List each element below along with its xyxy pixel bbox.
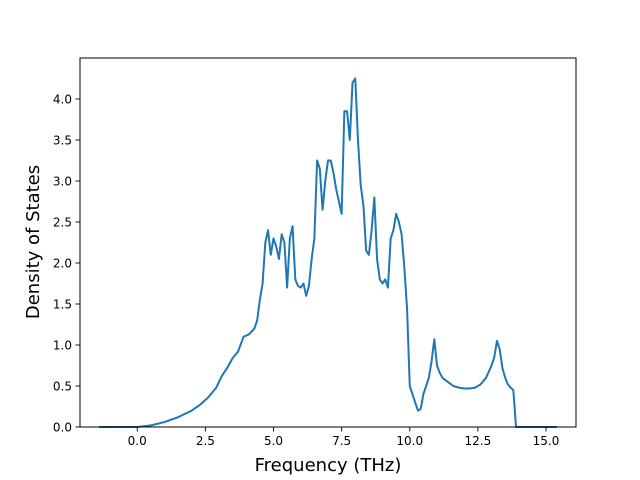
x-tick-label: 10.0 — [396, 434, 423, 448]
x-tick-label: 2.5 — [196, 434, 215, 448]
plot-area — [99, 77, 557, 428]
x-axis: 0.0 2.5 5.0 7.5 10.0 12.5 15.0 — [128, 427, 560, 448]
dos-series-line-0 — [99, 77, 557, 428]
y-tick-label: 3.5 — [53, 134, 72, 148]
y-tick-label: 0.0 — [53, 421, 72, 435]
x-tick-label: 7.5 — [332, 434, 351, 448]
x-tick-label: 15.0 — [533, 434, 560, 448]
y-tick-label: 4.0 — [53, 93, 72, 107]
y-tick-label: 2.5 — [53, 216, 72, 230]
y-axis-label: Density of States — [23, 165, 44, 319]
x-tick-label: 12.5 — [465, 434, 492, 448]
y-tick-label: 1.5 — [53, 298, 72, 312]
y-tick-label: 0.5 — [53, 380, 72, 394]
x-tick-label: 5.0 — [264, 434, 283, 448]
y-tick-label: 3.0 — [53, 175, 72, 189]
y-tick-label: 1.0 — [53, 339, 72, 353]
y-tick-label: 2.0 — [53, 257, 72, 271]
axes-frame — [79, 57, 577, 428]
x-axis-label: Frequency (THz) — [255, 455, 402, 476]
y-axis: 0.0 0.5 1.0 1.5 2.0 2.5 3.0 3.5 4.0 — [53, 93, 80, 435]
x-tick-label: 0.0 — [128, 434, 147, 448]
